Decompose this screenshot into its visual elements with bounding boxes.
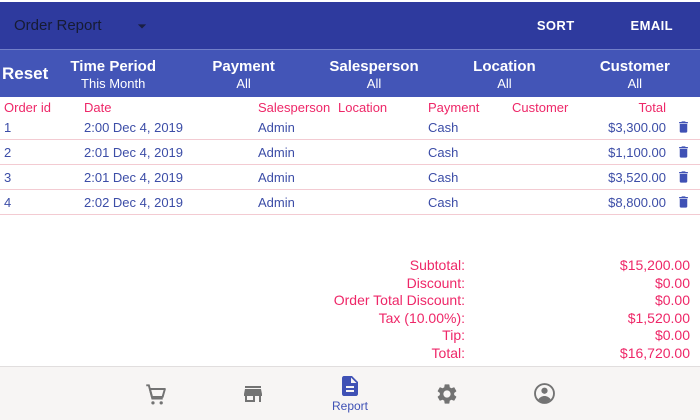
summary-value: $0.00 — [654, 327, 690, 343]
summary-value: $0.00 — [654, 292, 690, 308]
summary-label: Discount: — [406, 274, 465, 291]
filter-label: Customer — [599, 57, 670, 75]
cell-order-id: 2 — [4, 144, 12, 160]
cell-date: 2:00 Dec 4, 2019 — [84, 119, 184, 135]
summary-label: Tax (10.00%): — [378, 309, 465, 326]
cell-total: $3,300.00 — [608, 119, 666, 135]
filter-value: This Month — [81, 75, 146, 91]
summary-value: $0.00 — [654, 274, 690, 291]
filter-label: Salesperson — [329, 57, 419, 75]
cell-order-id: 3 — [4, 169, 12, 185]
bottom-nav: Report — [0, 366, 700, 420]
summary-label: Subtotal: — [409, 257, 465, 273]
filter-time-period[interactable]: Time Period This Month — [48, 50, 178, 97]
table-header: Order id Date Salesperson Location Payme… — [0, 100, 700, 115]
col-date: Date — [84, 100, 112, 115]
filter-location[interactable]: Location All — [439, 50, 569, 97]
summary-label: Tip: — [442, 327, 465, 343]
table-row[interactable]: 2 2:01 Dec 4, 2019 Admin Cash $1,100.00 — [0, 140, 700, 165]
filter-value: All — [497, 75, 512, 91]
cell-total: $1,100.00 — [608, 144, 666, 160]
reset-button[interactable]: Reset — [2, 63, 49, 83]
cell-date: 2:02 Dec 4, 2019 — [84, 194, 184, 210]
summary-label: Order Total Discount: — [333, 292, 465, 308]
report-document-icon — [338, 374, 362, 398]
cell-order-id: 4 — [4, 194, 12, 210]
filter-value: All — [366, 75, 382, 91]
report-type-value: Order Report — [14, 17, 102, 34]
cell-total: $3,520.00 — [608, 169, 666, 185]
summary-value: $15,200.00 — [619, 257, 690, 273]
cell-payment: Cash — [428, 119, 459, 135]
cell-payment: Cash — [428, 169, 459, 185]
col-payment: Payment — [428, 100, 480, 115]
col-customer: Customer — [512, 100, 569, 115]
filter-payment[interactable]: Payment All — [178, 50, 308, 97]
nav-item-settings[interactable] — [399, 367, 496, 420]
app-bar: Order Report SORT EMAIL — [0, 2, 700, 49]
cell-total: $8,800.00 — [608, 194, 666, 210]
cell-salesperson: Admin — [258, 119, 295, 135]
filter-salesperson[interactable]: Salesperson All — [309, 50, 439, 97]
col-salesperson: Salesperson — [258, 100, 331, 115]
table-row[interactable]: 1 2:00 Dec 4, 2019 Admin Cash $3,300.00 — [0, 115, 700, 140]
gear-icon — [435, 382, 459, 406]
col-location: Location — [338, 100, 388, 115]
order-summary: Subtotal: $15,200.00 Discount: $0.00 Ord… — [334, 257, 690, 362]
nav-item-label: Report — [331, 399, 369, 413]
delete-order-button[interactable] — [676, 119, 691, 135]
filter-value: All — [236, 75, 251, 91]
filter-customer[interactable]: Customer All — [570, 50, 700, 97]
filter-label: Location — [473, 57, 536, 75]
orders-table: Order id Date Salesperson Location Payme… — [0, 100, 700, 215]
shopping-cart-icon — [143, 381, 169, 407]
cell-date: 2:01 Dec 4, 2019 — [84, 144, 184, 160]
filter-bar: Reset Time Period This Month Payment All… — [0, 49, 700, 97]
summary-label: Total: — [431, 344, 465, 361]
table-body: 1 2:00 Dec 4, 2019 Admin Cash $3,300.00 2 2:01… — [0, 115, 700, 215]
cell-salesperson: Admin — [258, 169, 295, 185]
filter-label: Payment — [212, 57, 275, 75]
cell-salesperson: Admin — [258, 194, 295, 210]
summary-value: $1,520.00 — [627, 309, 690, 326]
filter-label: Time Period — [70, 57, 156, 75]
cell-date: 2:01 Dec 4, 2019 — [84, 169, 184, 185]
nav-item-register[interactable] — [108, 367, 205, 420]
nav-item-report[interactable]: Report — [302, 367, 399, 420]
col-order-id: Order id — [4, 100, 51, 115]
cell-order-id: 1 — [4, 119, 12, 135]
cell-payment: Cash — [428, 194, 459, 210]
dropdown-arrow-icon — [132, 16, 152, 36]
account-icon — [532, 381, 557, 406]
summary-value: $16,720.00 — [619, 344, 690, 361]
nav-item-store[interactable] — [205, 367, 302, 420]
appbar-actions: SORT EMAIL — [537, 18, 673, 33]
sort-button[interactable]: SORT — [536, 18, 575, 33]
table-row[interactable]: 3 2:01 Dec 4, 2019 Admin Cash $3,520.00 — [0, 165, 700, 190]
store-icon — [241, 382, 265, 406]
delete-order-button[interactable] — [676, 144, 691, 160]
filter-value: All — [627, 75, 643, 91]
delete-order-button[interactable] — [676, 169, 691, 185]
table-row[interactable]: 4 2:02 Dec 4, 2019 Admin Cash $8,800.00 — [0, 190, 700, 215]
email-button[interactable]: EMAIL — [630, 18, 673, 33]
nav-item-account[interactable] — [496, 367, 593, 420]
delete-order-button[interactable] — [676, 194, 691, 210]
col-total: Total — [638, 100, 666, 115]
cell-payment: Cash — [428, 144, 459, 160]
cell-salesperson: Admin — [258, 144, 295, 160]
report-type-spinner[interactable]: Order Report — [14, 16, 152, 36]
